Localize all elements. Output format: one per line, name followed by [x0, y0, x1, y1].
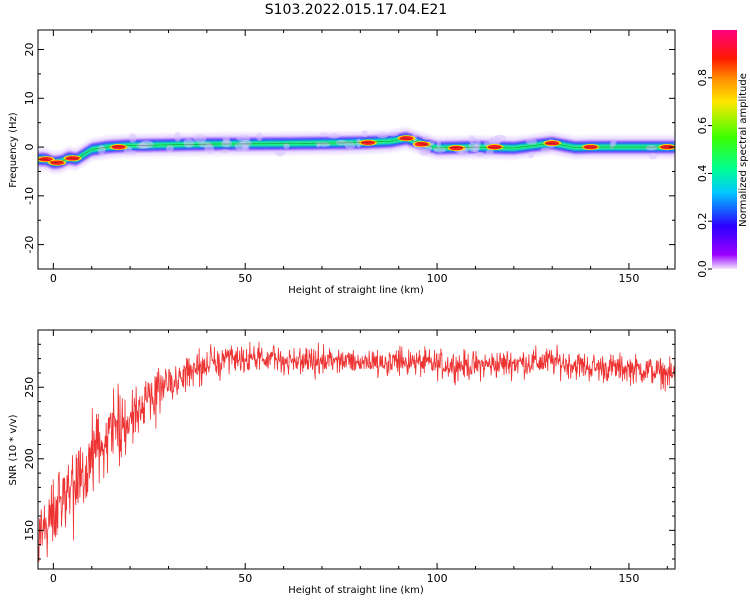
spectrogram-y-axis-label: Frequency (Hz) — [8, 112, 19, 188]
spectrogram-noise-blob — [474, 151, 485, 158]
spectrogram-noise-blob — [240, 139, 252, 147]
colorbar-label: Normalized spectral amplitude — [738, 73, 749, 227]
y-tick-label: 150 — [23, 520, 36, 541]
colorbar-tick-label: 0.2 — [696, 212, 709, 230]
spectrogram-noise-blob — [645, 145, 658, 151]
spectrogram-noise-blob — [376, 132, 389, 139]
spectrogram-noise-blob — [183, 138, 195, 148]
x-tick-label: 50 — [238, 272, 252, 285]
spectrogram-noise-blob — [316, 141, 321, 148]
spectrogram-noise-blob — [528, 151, 534, 159]
spectrogram-frame — [37, 29, 676, 270]
spectrogram-band-green — [38, 136, 675, 165]
spectrogram-noise-blob — [327, 132, 341, 139]
x-tick-label: 150 — [618, 272, 639, 285]
spectrogram-peak — [449, 145, 464, 151]
colorbar-tick-label: 0.4 — [696, 165, 709, 183]
y-tick-label: 250 — [23, 377, 36, 398]
spectrogram-peak — [361, 140, 376, 145]
spectrogram-noise-blob — [422, 135, 430, 140]
x-tick-label: 0 — [50, 272, 57, 285]
y-tick-label: 10 — [23, 91, 36, 105]
spectrogram-noise-blob — [128, 133, 137, 143]
x-tick-label: 0 — [50, 572, 57, 585]
spectrogram-x-axis-label: Height of straight line (km) — [288, 285, 424, 296]
snr-ticks: 0 50 100 150 150 200 250 — [23, 329, 675, 585]
spectrogram-noise-blob — [219, 149, 231, 154]
x-tick-label: 100 — [427, 572, 448, 585]
y-tick-label: 20 — [23, 43, 36, 57]
spectrogram-noise-blob — [387, 131, 399, 137]
snr-series-line — [38, 341, 675, 562]
spectrogram-noise-blob — [97, 145, 106, 155]
snr-x-axis-label: Height of straight line (km) — [288, 585, 424, 596]
spectrogram-noise-blob — [361, 130, 368, 138]
y-tick-label: -10 — [23, 187, 36, 205]
spectrogram-noise-blob — [433, 147, 447, 153]
spectrogram-noise-blob — [130, 150, 137, 156]
spectrogram-noise-blob — [166, 144, 174, 152]
colorbar-tick-label: 0.6 — [696, 117, 709, 135]
spectrogram-noise-blob — [283, 143, 290, 150]
spectrogram-noise-blob — [436, 140, 441, 148]
snr-y-axis-label: SNR (10 * v/v) — [8, 414, 19, 485]
spectrogram-noise-blob — [468, 135, 476, 144]
snr-panel: 0 50 100 150 150 200 250 Height of straight li… — [8, 329, 676, 596]
spectrogram-noise-blob — [612, 138, 617, 147]
spectrogram-noise-blob — [204, 144, 215, 154]
snr-frame — [37, 329, 676, 570]
spectrogram-ticks: 0 50 100 150 -20 -10 0 10 20 — [23, 30, 675, 285]
y-tick-label: -20 — [23, 236, 36, 254]
spectrogram-noise-blob — [344, 141, 356, 150]
spectrogram-peak — [111, 144, 126, 150]
spectrogram-noise-blob — [174, 132, 182, 142]
colorbar-tick-label: 0.0 — [696, 260, 709, 278]
colorbar: 0.0 0.2 0.4 0.6 0.8 Normalized spectral ampl… — [696, 30, 749, 278]
spectrogram-noise-blob — [222, 135, 230, 144]
spectrogram-noise-blob — [193, 134, 207, 144]
x-tick-label: 150 — [618, 572, 639, 585]
colorbar-ticks: 0.0 0.2 0.4 0.6 0.8 — [696, 69, 712, 278]
spectrogram-peak — [414, 141, 429, 147]
colorbar-tick-label: 0.8 — [696, 69, 709, 87]
x-tick-label: 50 — [238, 572, 252, 585]
spectrogram-panel: 0 50 100 150 -20 -10 0 10 20 Height of straight … — [8, 29, 676, 296]
spectrogram-noise-blob — [139, 140, 154, 149]
colorbar-gradient — [712, 30, 737, 269]
spectrogram-noise-blob — [319, 132, 328, 137]
y-tick-label: 0 — [23, 144, 36, 151]
x-tick-label: 100 — [427, 272, 448, 285]
spectrogram-noise-blob — [648, 153, 658, 160]
spectrogram-ridge-line — [38, 137, 675, 164]
spectrogram-peak — [487, 144, 502, 150]
spectrogram-noise-blob — [256, 132, 263, 142]
spectrogram-noise-blob — [540, 147, 551, 153]
spectrogram-noise-blob — [275, 150, 286, 157]
spectrogram-noise-blob — [355, 138, 362, 148]
y-tick-label: 200 — [23, 448, 36, 469]
spectrogram-noise-blob — [525, 138, 537, 145]
spectrogram-noise-blob — [472, 144, 480, 153]
figure-title: S103.2022.015.17.04.E21 — [265, 2, 448, 18]
spectrogram-noise-blob — [494, 134, 507, 142]
spectrogram-image — [38, 127, 675, 174]
spectrogram-noise-blob — [485, 149, 494, 156]
